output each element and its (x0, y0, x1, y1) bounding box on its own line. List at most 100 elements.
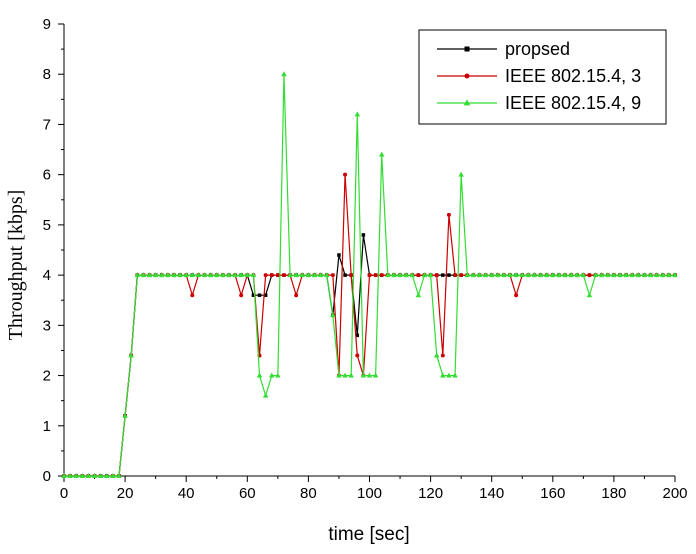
data-point-triangle (452, 372, 458, 378)
data-point-triangle (464, 272, 471, 278)
data-point-triangle (232, 272, 238, 278)
data-point-triangle (287, 272, 293, 278)
data-point-triangle (403, 272, 409, 278)
data-point-triangle (482, 272, 489, 278)
legend-item: IEEE 802.15.4, 3 (437, 66, 641, 86)
data-point-triangle (623, 272, 629, 278)
y-tick-label: 3 (43, 317, 51, 334)
data-point-triangle (189, 272, 196, 278)
data-point-triangle (580, 272, 587, 278)
data-point-triangle (342, 372, 348, 378)
y-tick-label: 7 (43, 116, 51, 133)
x-tick-label: 60 (239, 485, 256, 502)
data-point-triangle (537, 272, 544, 278)
data-point-triangle (525, 272, 532, 278)
data-point-triangle (507, 272, 513, 278)
data-point-triangle (250, 272, 257, 278)
x-tick-label: 200 (662, 485, 687, 502)
data-point-circle (434, 273, 439, 278)
legend-box (418, 29, 667, 125)
y-tick-label: 1 (43, 418, 51, 435)
data-point-triangle (262, 392, 269, 398)
data-point-circle (373, 273, 378, 278)
legend-items: propsed IEEE 802.15.4, 3 IEEE 802.15.4, 9 (437, 39, 641, 113)
data-point-circle (514, 293, 519, 298)
data-point-triangle (330, 312, 336, 318)
data-point-triangle (598, 272, 605, 278)
data-point-triangle (73, 473, 79, 478)
data-point-triangle (476, 272, 483, 278)
data-point-triangle (226, 272, 232, 278)
data-point-circle (330, 273, 335, 278)
data-point-circle (379, 273, 384, 278)
data-point-triangle (653, 272, 660, 278)
data-point-circle (263, 273, 268, 278)
x-ticks: 0 20 40 60 80 100 120 140 160 180 200 (60, 476, 688, 502)
series-2 (62, 172, 677, 478)
data-point-triangle (140, 272, 147, 278)
data-point-square (464, 46, 470, 52)
data-point-triangle (617, 272, 623, 278)
data-point-square (263, 293, 268, 297)
data-point-triangle (611, 272, 617, 278)
data-point-triangle (458, 171, 464, 177)
data-point-circle (239, 293, 244, 298)
data-point-triangle (470, 272, 477, 278)
data-point-triangle (159, 272, 165, 278)
data-point-triangle (244, 272, 251, 278)
x-tick-label: 100 (357, 485, 382, 502)
data-point-circle (269, 273, 274, 278)
data-point-triangle (543, 272, 550, 278)
data-point-circle (349, 273, 354, 278)
data-point-triangle (220, 272, 226, 278)
y-tick-label: 9 (43, 16, 51, 33)
data-point-circle (416, 273, 421, 278)
data-point-triangle (666, 272, 672, 278)
data-point-square (251, 293, 256, 297)
data-point-square (337, 253, 341, 257)
series-line (64, 174, 675, 477)
data-point-triangle (146, 272, 153, 278)
data-point-triangle (385, 272, 391, 278)
data-point-triangle (122, 412, 128, 418)
data-point-triangle (299, 272, 306, 278)
data-point-triangle (238, 272, 244, 278)
data-point-triangle (293, 272, 299, 278)
series-line (64, 234, 675, 477)
legend-item: propsed (437, 39, 570, 59)
data-point-triangle (568, 272, 574, 278)
data-point-triangle (531, 272, 538, 278)
data-point-triangle (275, 372, 281, 378)
data-point-triangle (97, 473, 104, 478)
data-point-triangle (586, 292, 593, 298)
data-point-triangle (446, 372, 452, 378)
data-point-triangle (372, 372, 379, 378)
data-point-triangle (207, 272, 214, 278)
data-point-triangle (562, 272, 568, 278)
data-point-triangle (85, 473, 92, 478)
data-point-circle (190, 293, 195, 298)
data-point-triangle (433, 352, 440, 358)
data-point-triangle (110, 473, 116, 478)
series-3 (61, 71, 678, 478)
data-point-triangle (305, 272, 312, 278)
data-point-triangle (323, 272, 330, 278)
data-point-triangle (519, 272, 525, 278)
series-layer (61, 71, 678, 478)
data-point-circle (367, 273, 372, 278)
y-axis-label: Throughput [kbps] (5, 190, 27, 341)
data-point-triangle (128, 352, 134, 358)
data-point-triangle (440, 372, 446, 378)
legend-item: IEEE 802.15.4, 9 (437, 93, 641, 113)
data-point-triangle (152, 272, 159, 278)
data-point-triangle (592, 272, 599, 278)
data-point-triangle (201, 272, 208, 278)
x-tick-label: 40 (178, 485, 195, 502)
data-point-triangle (660, 272, 666, 278)
y-tick-label: 2 (43, 368, 51, 385)
legend-label: IEEE 802.15.4, 3 (505, 66, 641, 86)
x-tick-label: 80 (300, 485, 317, 502)
data-point-triangle (463, 99, 471, 106)
data-point-square (361, 233, 366, 237)
